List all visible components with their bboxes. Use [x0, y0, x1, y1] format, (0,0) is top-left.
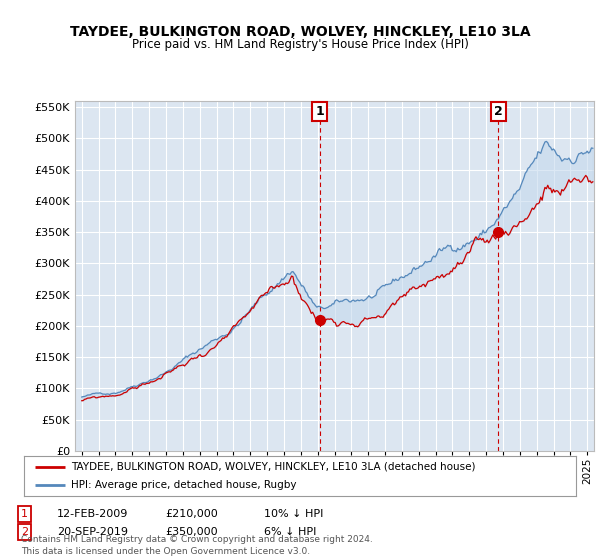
Text: Contains HM Land Registry data © Crown copyright and database right 2024.
This d: Contains HM Land Registry data © Crown c… — [21, 535, 373, 556]
Text: 2: 2 — [494, 105, 503, 118]
Text: HPI: Average price, detached house, Rugby: HPI: Average price, detached house, Rugb… — [71, 480, 296, 490]
Text: 1: 1 — [21, 509, 28, 519]
Text: £350,000: £350,000 — [165, 527, 218, 537]
Text: Price paid vs. HM Land Registry's House Price Index (HPI): Price paid vs. HM Land Registry's House … — [131, 38, 469, 52]
Text: 10% ↓ HPI: 10% ↓ HPI — [264, 509, 323, 519]
Text: 2: 2 — [21, 527, 28, 537]
Text: 6% ↓ HPI: 6% ↓ HPI — [264, 527, 316, 537]
Text: 12-FEB-2009: 12-FEB-2009 — [57, 509, 128, 519]
Text: TAYDEE, BULKINGTON ROAD, WOLVEY, HINCKLEY, LE10 3LA: TAYDEE, BULKINGTON ROAD, WOLVEY, HINCKLE… — [70, 26, 530, 39]
Text: 20-SEP-2019: 20-SEP-2019 — [57, 527, 128, 537]
Text: £210,000: £210,000 — [165, 509, 218, 519]
Text: TAYDEE, BULKINGTON ROAD, WOLVEY, HINCKLEY, LE10 3LA (detached house): TAYDEE, BULKINGTON ROAD, WOLVEY, HINCKLE… — [71, 462, 475, 472]
Text: 1: 1 — [315, 105, 324, 118]
